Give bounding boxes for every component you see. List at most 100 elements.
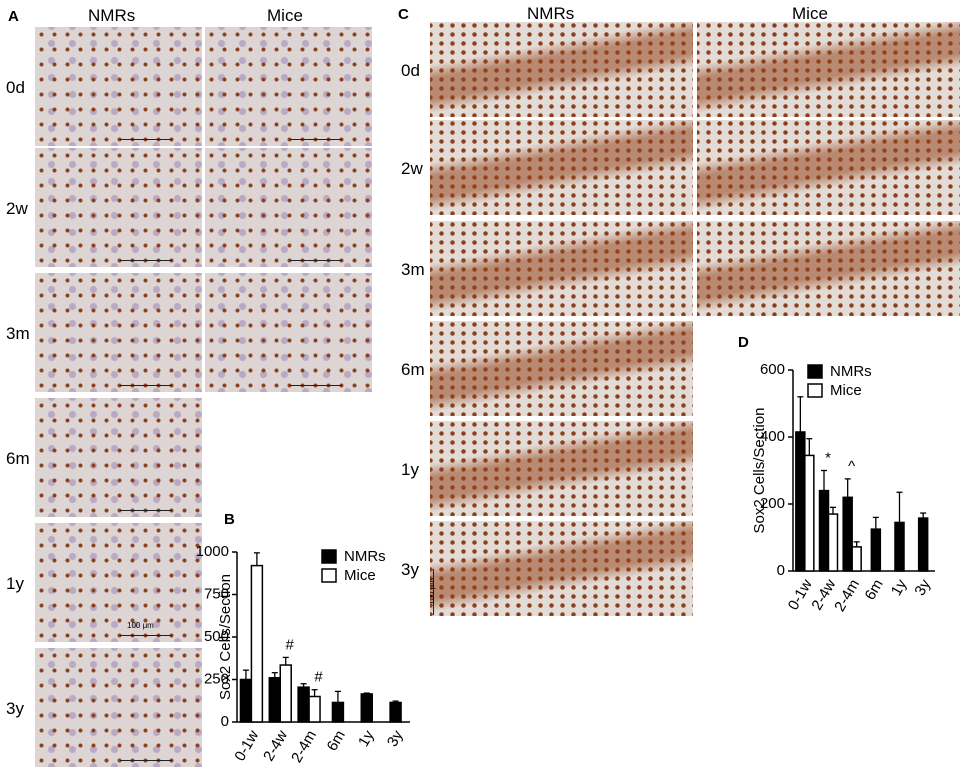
y-tick-label: 1000: [196, 543, 229, 560]
panel-label: C: [398, 6, 409, 23]
bar: [894, 521, 905, 572]
row-label: 6m: [401, 360, 425, 379]
legend-swatch: [807, 383, 823, 398]
x-tick-label: 3y: [384, 727, 407, 750]
y-axis-label: Sox2 Cells/Section: [751, 408, 768, 534]
row-label: 1y: [401, 460, 419, 479]
bar: [360, 693, 373, 723]
micrograph: [35, 398, 202, 517]
bar: [827, 513, 839, 572]
row-label: 2w: [6, 199, 28, 218]
row-label: 0d: [6, 78, 25, 97]
legend-label: NMRs: [344, 548, 386, 565]
bar: [818, 489, 830, 572]
y-axis-label: Sox2 Cells/Section: [217, 574, 234, 700]
x-tick-label: 0-1w: [231, 727, 262, 764]
micrograph: [35, 27, 202, 146]
micrograph: [35, 648, 202, 767]
micrograph: [205, 273, 372, 392]
y-tick-label: 0: [221, 713, 229, 730]
row-label: 0d: [401, 61, 420, 80]
micrograph: [697, 221, 960, 316]
y-tick-label: 500: [204, 628, 229, 645]
scale-bar: [120, 635, 172, 636]
y-tick-label: 250: [204, 670, 229, 687]
row-label: 3m: [401, 260, 425, 279]
micrograph: [430, 221, 693, 316]
x-tick-label: 3y: [911, 576, 934, 599]
x-tick-label: 6m: [324, 727, 349, 754]
legend-swatch: [807, 364, 823, 379]
legend-swatch: [321, 549, 337, 564]
scale-bar: [120, 139, 172, 140]
bar: [331, 701, 345, 723]
panel-label: A: [8, 8, 19, 25]
legend-label: NMRs: [830, 363, 872, 380]
row-label: 2w: [401, 159, 423, 178]
micrograph: [205, 27, 372, 146]
micrograph: 100 μm: [430, 521, 693, 616]
scale-label: 100 μm: [127, 621, 154, 630]
y-tick-label: 600: [760, 361, 785, 378]
bar: [297, 686, 310, 723]
legend-label: Mice: [830, 382, 862, 399]
micrograph: [430, 120, 693, 215]
scale-bar: [120, 760, 172, 761]
scale-bar: [290, 385, 342, 386]
bar: [842, 496, 853, 572]
panel-label: D: [738, 334, 749, 351]
legend-label: Mice: [344, 567, 376, 584]
scale-bar: [120, 510, 172, 511]
x-tick-label: 1y: [888, 576, 911, 599]
y-tick-label: 750: [204, 585, 229, 602]
bar: [268, 677, 282, 723]
scale-bar: [290, 260, 342, 261]
bar: [917, 517, 929, 572]
panel-label: B: [224, 511, 235, 528]
row-label: 6m: [6, 449, 30, 468]
bar: [851, 546, 862, 572]
row-label: 3y: [401, 560, 419, 579]
bar: [804, 454, 815, 572]
bar: [308, 695, 321, 723]
x-tick-label: 6m: [862, 576, 887, 603]
micrograph: [205, 148, 372, 267]
micrograph: [430, 421, 693, 516]
row-label: 1y: [6, 574, 24, 593]
bar: [795, 431, 806, 572]
scale-bar: [120, 385, 172, 386]
x-tick-label: 2-4m: [288, 727, 320, 765]
row-label: 3m: [6, 324, 30, 343]
micrograph: [430, 321, 693, 416]
bar: [239, 678, 253, 723]
column-header: NMRs: [88, 6, 136, 25]
legend-swatch: [321, 568, 337, 583]
scale-bar: [433, 569, 434, 615]
significance-marker: ^: [848, 458, 855, 475]
y-tick-label: 400: [760, 428, 785, 445]
bar: [279, 664, 292, 723]
micrograph: [697, 120, 960, 215]
bar: [389, 701, 402, 723]
x-tick-label: 2-4m: [831, 576, 863, 614]
x-tick-label: 2-4w: [260, 727, 291, 764]
y-tick-label: 200: [760, 495, 785, 512]
micrograph: [35, 148, 202, 267]
significance-marker: *: [825, 449, 831, 466]
x-tick-label: 0-1w: [785, 576, 816, 613]
significance-marker: #: [286, 636, 295, 653]
y-tick-label: 0: [777, 562, 785, 579]
micrograph: 100 μm: [35, 523, 202, 642]
micrograph: [430, 22, 693, 117]
scale-bar: [290, 139, 342, 140]
bar: [870, 528, 882, 572]
bar: [250, 564, 264, 723]
micrograph: [697, 22, 960, 117]
significance-marker: #: [314, 669, 323, 686]
scale-bar: [120, 260, 172, 261]
column-header: NMRs: [527, 4, 575, 23]
column-header: Mice: [267, 6, 303, 25]
row-label: 3y: [6, 699, 24, 718]
